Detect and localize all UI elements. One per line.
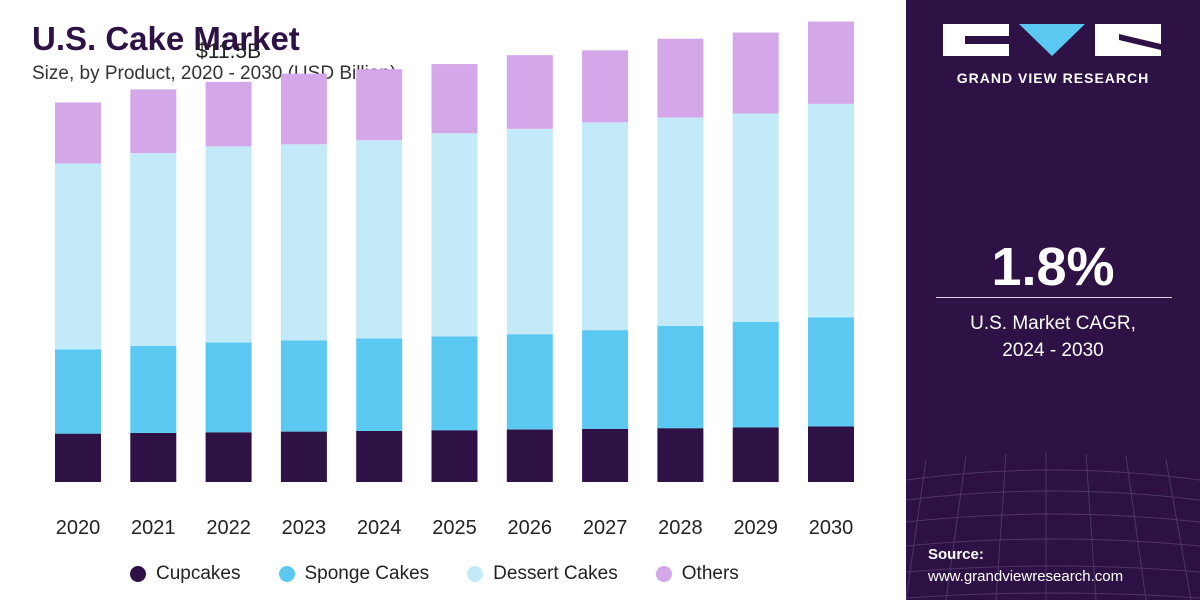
bar-sponge-cakes-2030 xyxy=(808,317,854,427)
legend-item-cupcakes: Cupcakes xyxy=(130,563,241,585)
legend-swatch-dessert-cakes xyxy=(467,566,484,582)
x-tick-label-2020: 2020 xyxy=(56,517,101,539)
bar-cupcakes-2028 xyxy=(657,428,704,482)
bar-dessert-cakes-2027 xyxy=(582,122,629,331)
x-tick-label-2023: 2023 xyxy=(282,517,327,539)
x-tick-label-2025: 2025 xyxy=(432,517,477,539)
stacked-bar-chart: 2020 2021 2022 $11.5B 2023 2024 2025 2026 2027 20… xyxy=(55,21,854,539)
annotation-label-2022: $11.5B xyxy=(196,40,261,63)
bar-sponge-cakes-2026 xyxy=(506,334,553,430)
bar-others-2027 xyxy=(582,50,629,123)
x-tick-label-2028: 2028 xyxy=(658,517,703,539)
bar-cupcakes-2024 xyxy=(356,430,403,482)
source-link[interactable]: www.grandviewresearch.com xyxy=(928,568,1124,585)
bar-cupcakes-2023 xyxy=(280,431,327,482)
bar-dessert-cakes-2024 xyxy=(356,140,403,339)
bar-cupcakes-2027 xyxy=(582,428,629,482)
bar-sponge-cakes-2021 xyxy=(130,345,177,433)
x-tick-label-2024: 2024 xyxy=(357,517,402,539)
x-tick-label-2029: 2029 xyxy=(733,517,778,539)
bar-cupcakes-2026 xyxy=(506,429,553,482)
bar-others-2023 xyxy=(280,73,327,145)
x-tick-label-2021: 2021 xyxy=(131,517,176,539)
bar-sponge-cakes-2027 xyxy=(582,330,629,429)
chart-title: U.S. Cake Market xyxy=(32,20,300,57)
chart-panel: U.S. Cake Market Size, by Product, 2020 … xyxy=(32,20,854,585)
bar-others-2029 xyxy=(732,32,779,114)
legend-label-others: Others xyxy=(681,563,739,584)
bar-sponge-cakes-2024 xyxy=(356,338,403,431)
chart-legend: Cupcakes Sponge Cakes Dessert Cakes Othe… xyxy=(130,563,777,585)
bar-dessert-cakes-2023 xyxy=(280,144,327,341)
bar-dessert-cakes-2020 xyxy=(55,163,101,350)
bar-sponge-cakes-2028 xyxy=(657,326,704,429)
bar-cupcakes-2020 xyxy=(55,433,101,482)
source-label: Source: xyxy=(928,546,984,563)
grand-view-research-logo xyxy=(943,24,1161,56)
legend-swatch-others xyxy=(655,566,672,582)
cagr-label-line2: 2024 - 2030 xyxy=(1002,340,1104,361)
source-block: Source: www.grandviewresearch.com xyxy=(928,544,1123,588)
bar-dessert-cakes-2028 xyxy=(657,117,704,327)
bar-sponge-cakes-2025 xyxy=(431,336,478,431)
bar-sponge-cakes-2029 xyxy=(732,321,779,428)
bar-dessert-cakes-2026 xyxy=(506,128,553,335)
bar-others-2030 xyxy=(808,21,854,104)
bar-dessert-cakes-2025 xyxy=(431,133,478,337)
grid-pattern-decoration xyxy=(906,453,1200,600)
bar-cupcakes-2029 xyxy=(732,427,779,482)
legend-swatch-cupcakes xyxy=(130,566,146,582)
cagr-label-line1: U.S. Market CAGR, xyxy=(970,313,1136,334)
legend-item-dessert-cakes: Dessert Cakes xyxy=(467,563,618,585)
x-tick-label-2027: 2027 xyxy=(583,517,628,539)
bar-sponge-cakes-2022 xyxy=(205,342,252,433)
bar-others-2026 xyxy=(506,55,553,129)
legend-label-cupcakes: Cupcakes xyxy=(156,563,241,584)
bar-others-2022 xyxy=(205,81,252,147)
x-tick-label-2026: 2026 xyxy=(508,517,553,539)
bar-others-2025 xyxy=(431,64,478,134)
bar-dessert-cakes-2021 xyxy=(130,153,177,346)
bar-dessert-cakes-2022 xyxy=(205,146,252,343)
bar-others-2020 xyxy=(55,102,101,164)
bar-sponge-cakes-2023 xyxy=(280,340,327,432)
info-sidebar: GRAND VIEW RESEARCH 1.8% U.S. Market CAG… xyxy=(906,0,1200,600)
legend-swatch-sponge-cakes xyxy=(278,566,295,582)
bar-cupcakes-2021 xyxy=(130,432,177,482)
bar-others-2028 xyxy=(657,38,704,118)
cagr-label: U.S. Market CAGR, 2024 - 2030 xyxy=(906,310,1200,364)
bar-sponge-cakes-2020 xyxy=(55,349,101,434)
cagr-divider xyxy=(936,297,1172,298)
bar-dessert-cakes-2030 xyxy=(808,103,854,318)
x-tick-label-2030: 2030 xyxy=(809,517,854,539)
bar-cupcakes-2025 xyxy=(431,430,478,482)
legend-label-sponge-cakes: Sponge Cakes xyxy=(304,563,430,584)
cagr-value: 1.8% xyxy=(991,237,1115,297)
bar-others-2024 xyxy=(356,69,403,141)
bar-cupcakes-2030 xyxy=(808,426,854,482)
bar-cupcakes-2022 xyxy=(205,432,252,482)
legend-item-others: Others xyxy=(655,563,739,585)
bar-dessert-cakes-2029 xyxy=(732,113,779,322)
legend-item-sponge-cakes: Sponge Cakes xyxy=(278,563,430,585)
legend-label-dessert-cakes: Dessert Cakes xyxy=(493,563,618,584)
brand-name: GRAND VIEW RESEARCH xyxy=(956,70,1150,86)
x-tick-label-2022: 2022 xyxy=(206,517,251,539)
bar-others-2021 xyxy=(130,89,177,154)
